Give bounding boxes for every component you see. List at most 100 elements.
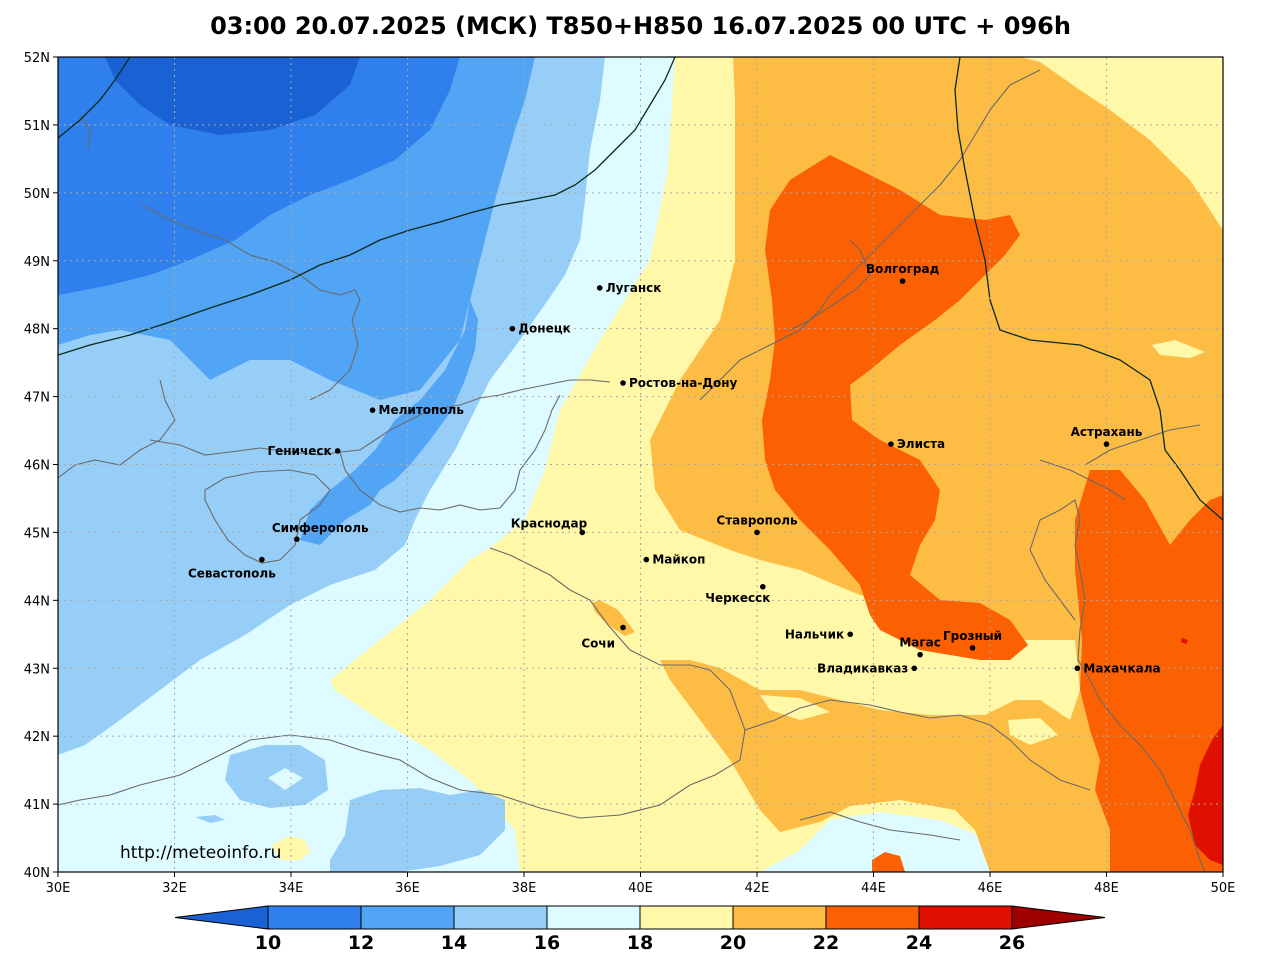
- zone-18-20: [272, 836, 310, 860]
- x-tick-label: 36E: [395, 881, 420, 896]
- y-tick-label: 52N: [24, 51, 50, 66]
- axis-ticks: 30E 32E 34E 36E 38E 40E 42E 44E 46E 48E 50E 40N 41N 4…: [24, 51, 1236, 896]
- y-tick-label: 40N: [24, 866, 50, 881]
- colorbar-segment: [639, 905, 734, 930]
- city-label: Астрахань: [1071, 425, 1143, 439]
- city-dot: [620, 624, 626, 631]
- zone-24-26: [1188, 725, 1223, 865]
- city-dot: [294, 536, 300, 543]
- city-markers: Волгоград Луганск Донецк Ростов-на-Дону Мели…: [188, 262, 1161, 675]
- colorbar-label: 12: [348, 932, 374, 954]
- zone-14-16: [330, 788, 505, 872]
- city-label: Владикавказ: [817, 661, 908, 675]
- city-dot: [969, 645, 976, 651]
- colorbar-label: 18: [627, 932, 653, 954]
- x-tick-label: 42E: [745, 881, 770, 896]
- y-tick-label: 46N: [24, 459, 50, 474]
- border-line: [58, 57, 1223, 521]
- zone-hole: [1008, 718, 1058, 745]
- colorbar-segment: [918, 905, 1013, 930]
- colorbar-label: 16: [534, 932, 560, 954]
- city-dot: [754, 529, 760, 536]
- city-dot: [1103, 441, 1110, 447]
- city-dot: [888, 441, 894, 447]
- city-dot: [643, 556, 650, 563]
- zone-24-26: [1181, 638, 1188, 644]
- zone-14-16: [195, 815, 225, 823]
- colorbar: 10 12 14 16 18 20 22 24 26: [174, 905, 1106, 954]
- city-dot: [917, 651, 923, 658]
- colorbar-label: 26: [999, 932, 1025, 954]
- city-label: Мелитополь: [379, 403, 465, 417]
- city-dot: [369, 407, 376, 413]
- colorbar-label: 10: [255, 932, 281, 954]
- y-tick-label: 43N: [24, 662, 50, 677]
- city-label: Симферополь: [272, 521, 369, 535]
- city-label: Сочи: [581, 637, 615, 651]
- y-tick-label: 45N: [24, 526, 50, 541]
- city-label: Ставрополь: [716, 513, 798, 527]
- colorbar-label: 20: [720, 932, 746, 954]
- zone-hole: [760, 695, 830, 720]
- colorbar-label: 22: [813, 932, 839, 954]
- city-label: Геническ: [267, 444, 331, 458]
- y-tick-label: 51N: [24, 119, 50, 134]
- colorbar-segment: [732, 905, 827, 930]
- city-label: Грозный: [943, 629, 1002, 643]
- colorbar-segment: [825, 905, 920, 930]
- colorbar-segment: [546, 905, 641, 930]
- city-label: Магас: [899, 636, 941, 650]
- city-dot: [509, 325, 516, 332]
- y-tick-label: 44N: [24, 594, 50, 609]
- x-tick-label: 50E: [1211, 881, 1236, 896]
- zone-22-24: [1075, 470, 1223, 872]
- map-title: 03:00 20.07.2025 (МСК) T850+H850 16.07.2…: [210, 12, 1071, 40]
- city-dot: [596, 285, 603, 291]
- y-tick-label: 49N: [24, 255, 50, 270]
- city-label: Волгоград: [866, 262, 940, 276]
- city-dot: [1074, 665, 1081, 672]
- city-dot: [334, 448, 341, 454]
- zone-22-24: [872, 852, 905, 872]
- city-dot: [847, 631, 853, 638]
- x-tick-label: 34E: [279, 881, 304, 896]
- city-label: Ростов-на-Дону: [629, 376, 738, 390]
- city-label: Майкоп: [652, 553, 705, 567]
- y-tick-label: 42N: [24, 730, 50, 745]
- city-label: Краснодар: [511, 516, 588, 530]
- colorbar-segment: [267, 905, 362, 930]
- x-tick-label: 40E: [628, 881, 653, 896]
- city-dot: [899, 278, 906, 284]
- x-tick-label: 46E: [978, 881, 1003, 896]
- city-dot: [259, 556, 265, 563]
- y-tick-label: 47N: [24, 391, 50, 406]
- city-label: Луганск: [606, 281, 662, 295]
- colorbar-low-arrow: [174, 905, 269, 930]
- city-label: Элиста: [897, 437, 945, 451]
- city-label: Донецк: [518, 322, 570, 336]
- colorbar-label: 14: [441, 932, 467, 954]
- city-label: Махачкала: [1083, 661, 1160, 675]
- x-tick-label: 38E: [512, 881, 537, 896]
- x-tick-label: 32E: [162, 881, 187, 896]
- x-tick-label: 44E: [861, 881, 886, 896]
- colorbar-label: 24: [906, 932, 932, 954]
- colorbar-segment: [360, 905, 455, 930]
- zone-hole: [1095, 72, 1223, 230]
- city-dot: [911, 665, 918, 672]
- city-dot: [620, 380, 626, 386]
- city-dot: [760, 583, 766, 590]
- colorbar-high-arrow: [1011, 905, 1106, 930]
- y-tick-label: 41N: [24, 798, 50, 813]
- grid: [58, 57, 1223, 872]
- zone-hole: [268, 768, 303, 790]
- x-tick-label: 30E: [46, 881, 71, 896]
- city-dot: [579, 529, 586, 536]
- city-label: Черкесск: [705, 591, 770, 605]
- watermark-url: http://meteoinfo.ru: [120, 843, 281, 863]
- zone-22-24: [762, 155, 1028, 660]
- zone-8-10: [105, 57, 360, 135]
- colorbar-segment: [453, 905, 548, 930]
- x-tick-label: 48E: [1094, 881, 1119, 896]
